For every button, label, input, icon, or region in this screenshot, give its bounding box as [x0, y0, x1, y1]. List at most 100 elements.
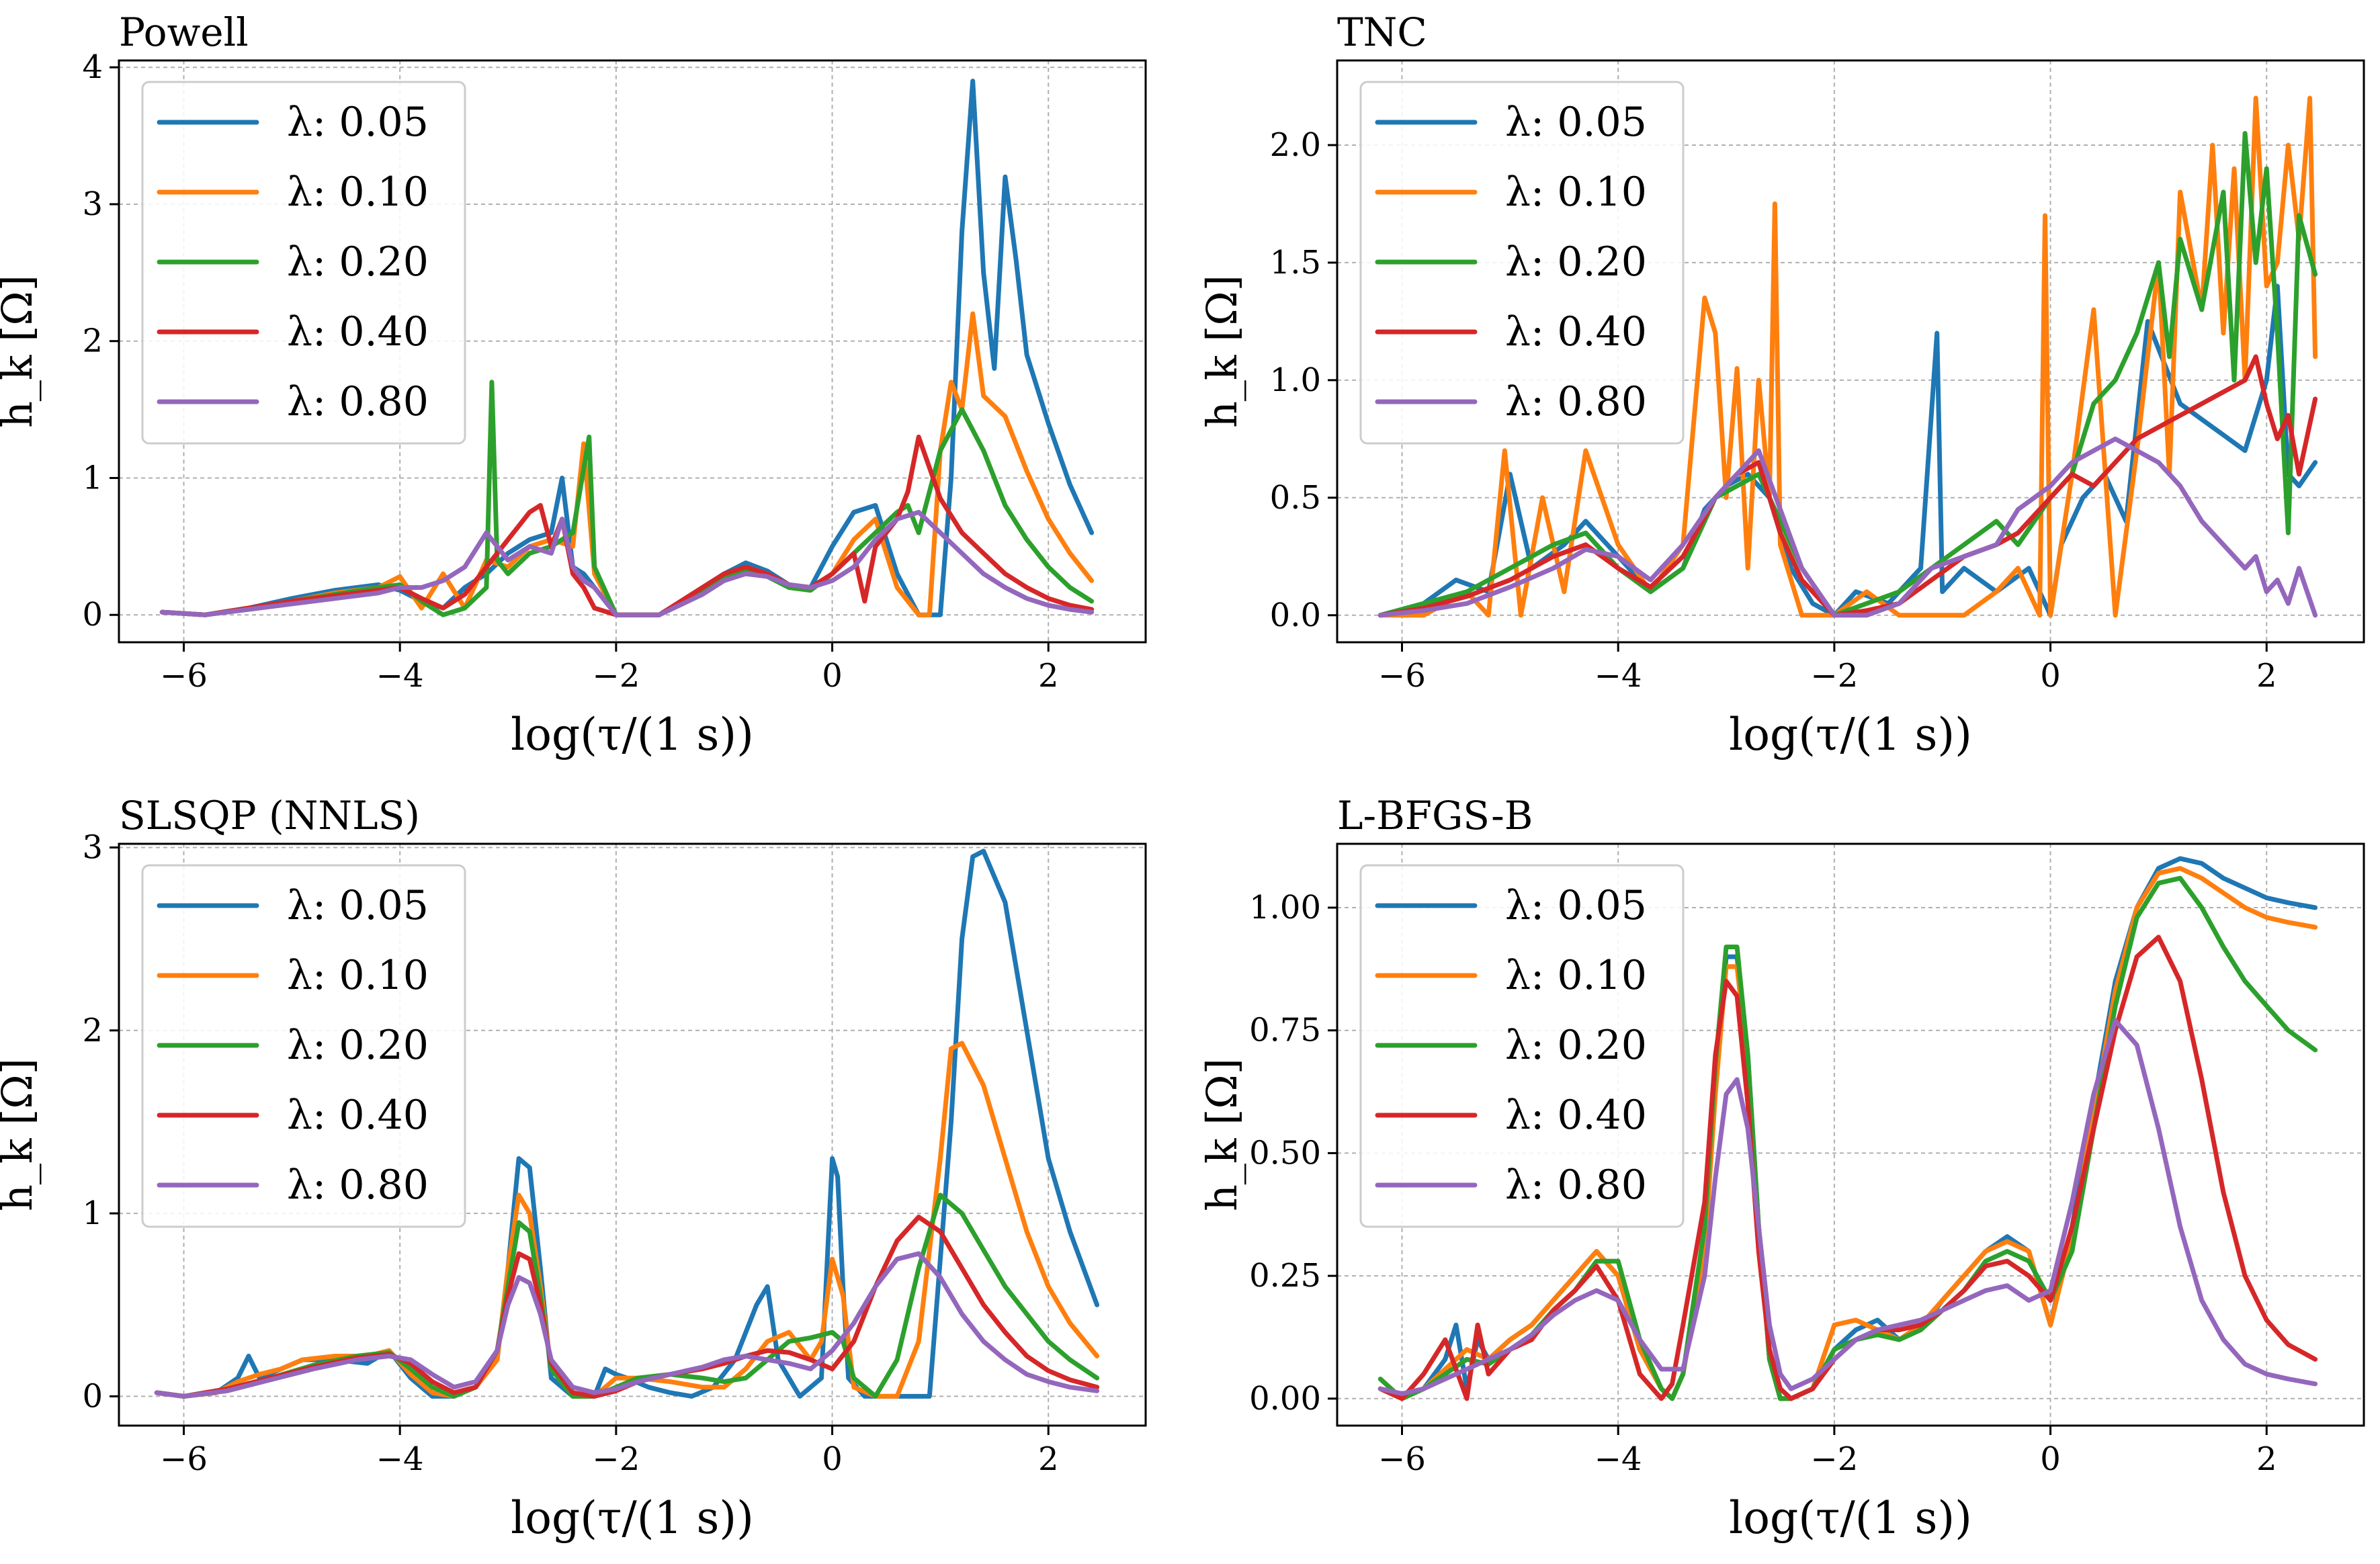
chart-title: Powell [119, 9, 249, 55]
legend-label: λ: 0.05 [287, 882, 429, 929]
y-tick-label: 0 [82, 596, 103, 634]
x-axis-label: log(τ/(1 s)) [511, 1492, 754, 1544]
legend: λ: 0.05 λ: 0.10 λ: 0.20 λ: 0.40 λ: 0.80 [141, 81, 466, 445]
y-axis-label: h_k [Ω] [0, 275, 42, 428]
series-line-0-80 [159, 509, 1095, 617]
x-tick-label: −2 [1810, 1440, 1858, 1478]
x-tick-label: −6 [160, 1440, 208, 1478]
x-tick-label: 0 [2040, 1440, 2061, 1478]
y-tick-label: 0.50 [1249, 1134, 1321, 1172]
x-axis-label: log(τ/(1 s)) [511, 709, 754, 761]
series-line-0-40 [159, 434, 1095, 617]
y-tick-label: 0 [82, 1377, 103, 1415]
x-tick-label: −4 [376, 1440, 424, 1478]
chart-title: TNC [1337, 9, 1427, 55]
legend-label: λ: 0.05 [1505, 99, 1647, 146]
x-axis-label: log(τ/(1 s)) [1729, 709, 1972, 761]
x-tick-label: 2 [1038, 1440, 1059, 1478]
legend-label: λ: 0.20 [287, 1022, 429, 1069]
y-tick-label: 0.25 [1249, 1257, 1321, 1295]
legend-label: λ: 0.10 [287, 952, 429, 999]
x-tick-label: 2 [2256, 1440, 2277, 1478]
series-group [1377, 856, 2318, 1401]
x-tick-label: −6 [1378, 1440, 1426, 1478]
legend-label: λ: 0.05 [1505, 882, 1647, 929]
y-tick-label: 2.0 [1270, 126, 1321, 164]
series-line-0-10 [1377, 95, 2318, 618]
legend-label: λ: 0.10 [1505, 952, 1647, 999]
y-tick-label: 2 [82, 1012, 103, 1049]
legend-label: λ: 0.10 [287, 169, 429, 216]
x-tick-label: 0 [822, 657, 843, 695]
x-tick-label: −2 [1810, 657, 1858, 695]
legend: λ: 0.05 λ: 0.10 λ: 0.20 λ: 0.40 λ: 0.80 [1359, 81, 1685, 445]
axes-frame [1336, 842, 2365, 1427]
legend-label: λ: 0.80 [1505, 378, 1647, 425]
x-tick-label: 0 [822, 1440, 843, 1478]
series-group [1377, 95, 2318, 618]
x-tick-label: 0 [2040, 657, 2061, 695]
y-tick-label: 0.0 [1270, 597, 1321, 634]
x-tick-label: −4 [1595, 1440, 1642, 1478]
y-tick-label: 4 [82, 48, 103, 86]
x-axis-label: log(τ/(1 s)) [1729, 1492, 1972, 1544]
legend-label: λ: 0.40 [287, 1092, 429, 1139]
series-group [159, 79, 1095, 617]
legend-label: λ: 0.80 [1505, 1162, 1647, 1209]
y-tick-label: 1.00 [1249, 889, 1321, 926]
panel-slsqp: −6 −4 −2 0 2 0 1 2 3 SLSQP (NNLS) log(τ/(1 s)) h_k … [0, 793, 1147, 1544]
legend-box [141, 864, 466, 1228]
y-tick-label: 3 [82, 185, 103, 223]
series-line-0-05 [154, 849, 1100, 1399]
legend-label: λ: 0.10 [1505, 169, 1647, 216]
x-tick-label: 2 [1038, 657, 1059, 695]
y-tick-label: 1 [82, 1194, 103, 1232]
y-tick-label: 0.75 [1249, 1012, 1321, 1049]
legend-label: λ: 0.40 [1505, 1092, 1647, 1139]
chart-title: SLSQP (NNLS) [119, 793, 420, 838]
series-line-0-80 [1377, 436, 2318, 618]
legend-label: λ: 0.05 [287, 99, 429, 146]
legend-box [141, 81, 466, 445]
x-tick-label: 2 [2256, 657, 2277, 695]
panel-lbfgsb: −6 −4 −2 0 2 0.00 0.25 0.50 0.75 1.00 L-BFGS-B log(… [1197, 793, 2365, 1544]
legend-label: λ: 0.20 [1505, 238, 1647, 286]
panel-tnc: −6 −4 −2 0 2 0.0 0.5 1.0 1.5 2.0 TNC log(τ/(1 s)) h_… [1197, 9, 2365, 761]
axes-frame [118, 59, 1147, 644]
y-tick-label: 0.5 [1270, 479, 1321, 517]
y-tick-label: 2 [82, 322, 103, 360]
x-tick-label: −6 [1378, 657, 1426, 695]
axes-frame [118, 842, 1147, 1427]
series-line-0-80 [154, 1251, 1100, 1399]
y-tick-label: 0.00 [1249, 1380, 1321, 1418]
legend-box [1359, 864, 1685, 1228]
x-tick-label: −4 [376, 657, 424, 695]
x-tick-label: −2 [592, 657, 640, 695]
series-line-0-80 [1377, 1018, 2318, 1396]
legend: λ: 0.05 λ: 0.10 λ: 0.20 λ: 0.40 λ: 0.80 [1359, 864, 1685, 1228]
y-tick-label: 1 [82, 459, 103, 496]
x-tick-label: −4 [1595, 657, 1642, 695]
legend-label: λ: 0.40 [1505, 308, 1647, 355]
legend-label: λ: 0.20 [287, 238, 429, 286]
y-tick-label: 1.0 [1270, 361, 1321, 399]
legend-box [1359, 81, 1685, 445]
legend-label: λ: 0.80 [287, 1162, 429, 1209]
panel-powell: −6 −4 −2 0 2 0 1 2 3 4 Powell log(τ/(1 s)) h_k [Ω] λ:… [0, 9, 1147, 761]
chart-title: L-BFGS-B [1337, 793, 1533, 838]
series-group [154, 849, 1100, 1399]
y-axis-label: h_k [Ω] [1197, 275, 1246, 428]
y-tick-label: 1.5 [1270, 244, 1321, 281]
y-axis-label: h_k [Ω] [0, 1058, 42, 1211]
legend-label: λ: 0.20 [1505, 1022, 1647, 1069]
axes-frame [1336, 59, 2365, 644]
legend-label: λ: 0.80 [287, 378, 429, 425]
x-tick-label: −2 [592, 1440, 640, 1478]
series-line-0-40 [1377, 935, 2318, 1401]
legend-label: λ: 0.40 [287, 308, 429, 355]
y-axis-label: h_k [Ω] [1197, 1058, 1246, 1211]
y-tick-label: 3 [82, 828, 103, 866]
legend: λ: 0.05 λ: 0.10 λ: 0.20 λ: 0.40 λ: 0.80 [141, 864, 466, 1228]
x-tick-label: −6 [160, 657, 208, 695]
